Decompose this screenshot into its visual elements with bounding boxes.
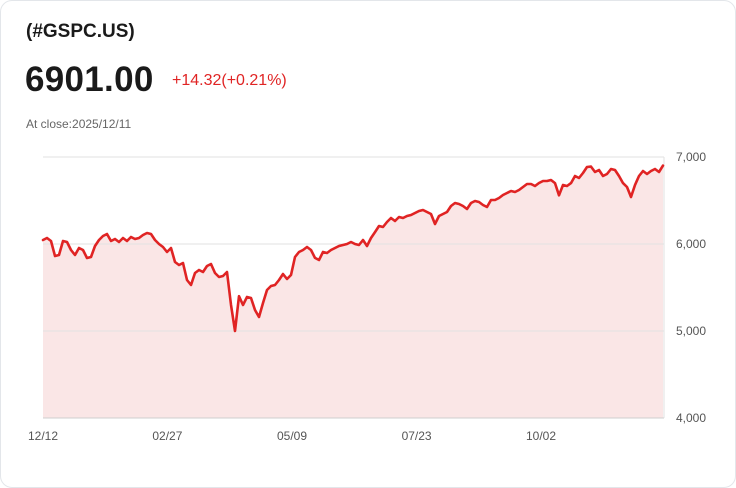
x-tick-label: 10/02	[526, 429, 556, 443]
area-fill	[43, 165, 663, 418]
symbol-title: (#GSPC.US)	[26, 21, 135, 42]
price-line	[41, 164, 665, 333]
y-tick-label: 7,000	[676, 150, 706, 164]
price-change: +14.32(+0.21%)	[172, 72, 287, 89]
y-tick-label: 6,000	[676, 237, 706, 251]
x-tick-label: 12/12	[28, 429, 58, 443]
x-tick-label: 07/23	[402, 429, 432, 443]
y-tick-label: 5,000	[676, 324, 706, 338]
current-price: 6901.00	[25, 60, 154, 99]
y-tick-label: 4,000	[676, 411, 706, 425]
close-date: At close:2025/12/11	[26, 117, 132, 131]
x-tick-label: 02/27	[152, 429, 182, 443]
x-tick-label: 05/09	[277, 429, 307, 443]
